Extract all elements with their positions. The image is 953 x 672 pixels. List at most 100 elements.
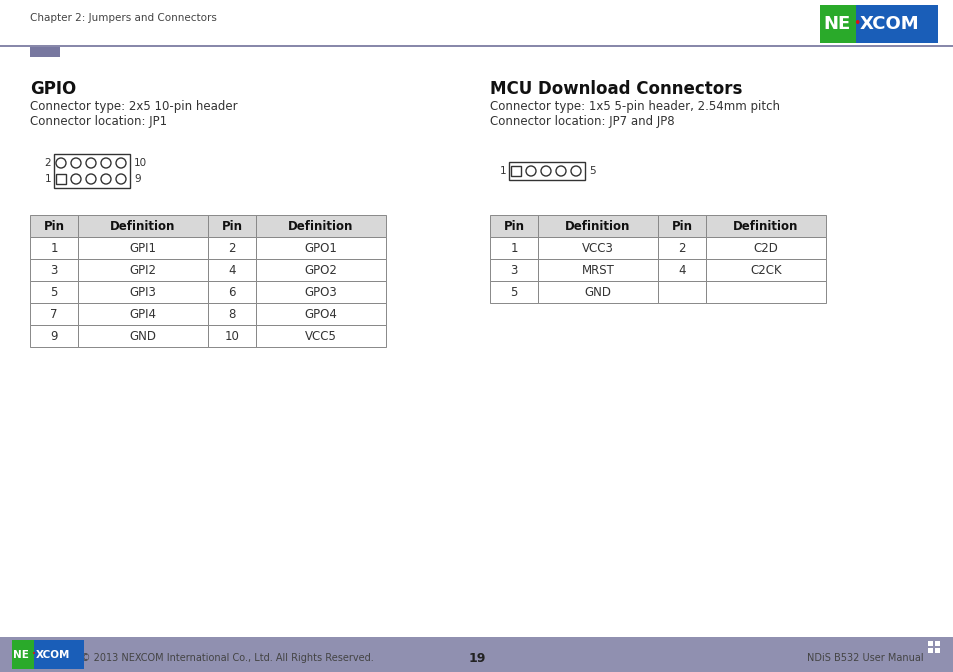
Bar (78, 215, 208, 237)
Text: 2: 2 (228, 241, 235, 255)
Bar (30, 47, 60, 57)
Text: 4: 4 (228, 263, 235, 276)
Bar (537, 215, 658, 237)
Text: MRST: MRST (581, 263, 614, 276)
Text: Pin: Pin (671, 220, 692, 233)
Bar (30, 325, 78, 347)
Text: GPO2: GPO2 (304, 263, 337, 276)
Bar (490, 237, 537, 259)
Bar (537, 281, 658, 303)
Text: Pin: Pin (221, 220, 242, 233)
Text: Connector location: JP1: Connector location: JP1 (30, 115, 167, 128)
Text: GPI1: GPI1 (130, 241, 156, 255)
Bar (658, 215, 705, 237)
Text: GPO1: GPO1 (304, 241, 337, 255)
Bar (12, 640, 34, 669)
Bar (490, 215, 537, 237)
Bar (705, 237, 825, 259)
Text: GPO3: GPO3 (304, 286, 337, 298)
Text: 5: 5 (51, 286, 57, 298)
Bar (78, 237, 208, 259)
Text: Definition: Definition (733, 220, 798, 233)
Text: C2CK: C2CK (749, 263, 781, 276)
Text: 3: 3 (51, 263, 57, 276)
Bar (934, 641, 939, 646)
Text: GND: GND (130, 329, 156, 343)
Bar (927, 641, 932, 646)
Bar (537, 237, 658, 259)
Text: 4: 4 (678, 263, 685, 276)
Text: NE: NE (13, 650, 29, 659)
Text: 1: 1 (498, 166, 505, 176)
Text: C2D: C2D (753, 241, 778, 255)
Text: 3: 3 (510, 263, 517, 276)
Bar (12, 640, 84, 669)
Bar (927, 648, 932, 653)
Text: MCU Download Connectors: MCU Download Connectors (490, 80, 741, 98)
Text: 2: 2 (678, 241, 685, 255)
Text: Connector location: JP7 and JP8: Connector location: JP7 and JP8 (490, 115, 674, 128)
Bar (78, 325, 208, 347)
Text: 10: 10 (224, 329, 239, 343)
Text: GND: GND (584, 286, 611, 298)
Text: GPO4: GPO4 (304, 308, 337, 321)
Text: NDiS B532 User Manual: NDiS B532 User Manual (806, 653, 923, 663)
Bar (255, 215, 386, 237)
Bar (820, 5, 855, 43)
Text: VCC3: VCC3 (581, 241, 614, 255)
Bar (78, 281, 208, 303)
Text: XCOM: XCOM (36, 650, 71, 659)
Bar (54, 154, 130, 188)
Bar (30, 303, 78, 325)
Text: Copyright © 2013 NEXCOM International Co., Ltd. All Rights Reserved.: Copyright © 2013 NEXCOM International Co… (30, 653, 374, 663)
Bar (509, 162, 584, 180)
Bar (705, 215, 825, 237)
Text: Pin: Pin (503, 220, 524, 233)
Text: 9: 9 (133, 174, 140, 184)
Text: Definition: Definition (111, 220, 175, 233)
Text: 10: 10 (133, 158, 147, 168)
Bar (78, 259, 208, 281)
Bar (537, 259, 658, 281)
Text: Chapter 2: Jumpers and Connectors: Chapter 2: Jumpers and Connectors (30, 13, 216, 23)
Text: XCOM: XCOM (859, 15, 919, 33)
Bar (255, 237, 386, 259)
Bar (30, 237, 78, 259)
Bar (658, 259, 705, 281)
Bar (255, 325, 386, 347)
Text: •: • (852, 17, 860, 30)
Text: Definition: Definition (288, 220, 354, 233)
Bar (208, 325, 255, 347)
Text: NE: NE (822, 15, 849, 33)
Text: 1: 1 (510, 241, 517, 255)
Text: •: • (32, 650, 36, 657)
Bar (208, 237, 255, 259)
Text: Connector type: 1x5 5-pin header, 2.54mm pitch: Connector type: 1x5 5-pin header, 2.54mm… (490, 100, 780, 113)
Bar (490, 281, 537, 303)
Text: 19: 19 (468, 651, 485, 665)
Text: Definition: Definition (565, 220, 630, 233)
Text: 1: 1 (45, 174, 51, 184)
Bar (255, 303, 386, 325)
Bar (56, 174, 66, 184)
Bar (705, 281, 825, 303)
Text: VCC5: VCC5 (305, 329, 336, 343)
Bar (705, 259, 825, 281)
Bar (0, 637, 953, 672)
Text: 5: 5 (588, 166, 595, 176)
Bar (30, 281, 78, 303)
Bar (658, 281, 705, 303)
Text: 9: 9 (51, 329, 58, 343)
Text: Connector type: 2x5 10-pin header: Connector type: 2x5 10-pin header (30, 100, 237, 113)
Text: 8: 8 (228, 308, 235, 321)
Bar (658, 237, 705, 259)
Bar (511, 166, 520, 176)
Text: GPI2: GPI2 (130, 263, 156, 276)
Text: 5: 5 (510, 286, 517, 298)
Text: 6: 6 (228, 286, 235, 298)
Bar (30, 259, 78, 281)
Text: 2: 2 (45, 158, 51, 168)
Bar (78, 303, 208, 325)
Bar (490, 259, 537, 281)
Bar (208, 303, 255, 325)
